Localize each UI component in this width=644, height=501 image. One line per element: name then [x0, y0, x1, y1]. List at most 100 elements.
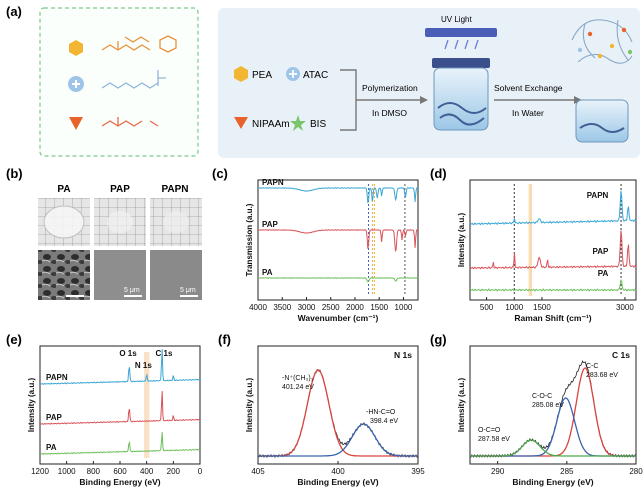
chart-e-series-label-0: PAPN [46, 373, 68, 382]
chart-e-series-PAPN [39, 349, 201, 385]
step1-label: Polymerization [362, 83, 418, 93]
panel-e-label: (e) [6, 332, 22, 347]
col-pa: PA [57, 184, 70, 195]
chart-d-tick-label-1: 1000 [505, 303, 523, 312]
chart-g-ann-2-value: 287.58 eV [478, 436, 510, 443]
chart-g-xlabel: Binding Energy (eV) [512, 477, 593, 487]
chart-g-ann-0-value: 283.68 eV [586, 372, 618, 379]
chart-d-ylabel: Intensity (a.u.) [457, 213, 466, 268]
sem-pa [38, 250, 90, 300]
chart-d-highlight [528, 184, 532, 296]
sem-papn [150, 250, 202, 300]
chart-c-series-label-2: PA [262, 268, 273, 277]
hydrogel-network-icon [571, 19, 633, 64]
chart-e-tick-label-3: 600 [113, 467, 127, 476]
legend-nipaam: NIPAAm [252, 119, 290, 130]
chart-e-tick-label-0: 1200 [31, 467, 49, 476]
chart-e-tick-label-1: 1000 [58, 467, 76, 476]
chart-d-series-PAP [469, 230, 637, 270]
uv-lamp-icon [425, 28, 497, 37]
scale-bar-pap: 5 μm [124, 287, 140, 294]
chart-d-series-label-1: PAP [592, 247, 609, 256]
hexagon-icon [69, 40, 83, 56]
jar-lid-icon [432, 58, 490, 68]
chart-f-peak-1 [258, 369, 418, 457]
legend-pea: PEA [252, 70, 272, 81]
chart-d-series-PAPN [469, 190, 637, 226]
chart-c-series-PAPN [257, 187, 419, 204]
chart-g-tick-label-1: 285 [560, 467, 574, 476]
chart-d-series-label-0: PAPN [587, 191, 609, 200]
chart-d-tick-label-3: 3000 [616, 303, 634, 312]
chart-g-ann-1-label: C-O-C [532, 393, 552, 400]
chart-c-series-PA [257, 277, 419, 283]
chart-f-frame [257, 345, 419, 465]
chart-e: 1200 1000 800 600 400 200 0 Binding Energy (eV)… [27, 345, 203, 487]
chart-d-series-label-2: PA [598, 269, 609, 278]
chart-e-series-label-1: PAP [46, 413, 63, 422]
nipaam-icon [234, 117, 248, 129]
chart-e-series-PAP [39, 391, 201, 425]
chart-e-series-PA [39, 432, 201, 455]
chart-f-tick-label-0: 405 [251, 467, 265, 476]
panel-g-label: (g) [430, 332, 447, 347]
col-pap: PAP [110, 184, 130, 195]
chart-c-tick-label-6: 1000 [395, 303, 413, 312]
chart-d-tick-label-0: 500 [480, 303, 494, 312]
chart-e-tick-label-5: 200 [167, 467, 181, 476]
chart-c: 4000 3500 3000 2500 2000 1500 1000 Wavenumber (… [245, 178, 419, 323]
reagent-group [232, 42, 348, 138]
pea-icon [234, 66, 248, 82]
chart-c-series-PAP [257, 229, 419, 252]
chart-f-tick-label-1: 400 [331, 467, 345, 476]
chart-g-tick-label-0: 290 [491, 467, 505, 476]
chart-e-ylabel: Intensity (a.u.) [27, 378, 36, 433]
monomer-box [39, 7, 199, 157]
chart-f-xlabel: Binding Energy (eV) [297, 477, 378, 487]
chart-f-ann-1-label: -HN-C=O [366, 409, 396, 416]
chart-c-tick-label-1: 3500 [273, 303, 291, 312]
chart-d-tick-label-2: 1500 [533, 303, 551, 312]
step2-label: Solvent Exchange [494, 83, 563, 93]
chart-e-frame [39, 345, 201, 465]
triangle-icon [69, 117, 83, 130]
col-papn: PAPN [161, 184, 188, 195]
nipaam-structure [101, 117, 159, 127]
chart-d-series-PA [469, 279, 637, 292]
legend-bis: BIS [310, 119, 326, 130]
chart-g-peak-2 [470, 439, 636, 457]
chart-g-frame [469, 345, 637, 465]
panel-d-label: (d) [430, 166, 447, 181]
atac-structure [101, 70, 166, 89]
chart-e-highlight [144, 352, 150, 458]
chart-g-title: C 1s [612, 350, 630, 360]
chart-d-frame [469, 179, 637, 301]
panel-a: (a) PEA ATAC NIPAAm BIS Polymerization I… [6, 4, 640, 158]
chart-c-tick-label-3: 2500 [322, 303, 340, 312]
chart-e-peak-label-2: C 1s [156, 349, 173, 358]
chart-c-series-label-1: PAP [262, 220, 279, 229]
chart-d: 500 1000 1500 3000 Raman Shift (cm⁻¹) Intensi… [457, 179, 637, 323]
chart-c-tick-label-5: 1500 [370, 303, 388, 312]
chart-f-title: N 1s [394, 350, 412, 360]
chart-d-xlabel: Raman Shift (cm⁻¹) [514, 313, 591, 323]
chart-g-ann-2-label: O-C=O [478, 427, 501, 434]
chart-f: 405 400 395 Binding Energy (eV) Intensity (a… [245, 345, 425, 487]
chart-c-series-label-0: PAPN [262, 178, 284, 187]
chart-e-peak-label-0: O 1s [119, 349, 137, 358]
bis-icon [290, 115, 306, 131]
chart-c-tick-label-0: 4000 [249, 303, 267, 312]
chart-g: 290 285 280 Binding Energy (eV) Intensity (a… [457, 345, 643, 487]
legend-atac: ATAC [303, 70, 328, 81]
pea-structure [101, 36, 151, 51]
panel-c-label: (c) [212, 166, 228, 181]
chart-c-xlabel: Wavenumber (cm⁻¹) [298, 313, 379, 323]
chart-c-frame [257, 179, 419, 301]
chart-g-ylabel: Intensity (a.u.) [457, 378, 466, 433]
bracket-arrow [340, 69, 420, 131]
chart-f-ann-1-value: 398.4 eV [370, 418, 398, 425]
chart-e-tick-label-2: 800 [87, 467, 101, 476]
chart-e-tick-label-6: 0 [198, 467, 203, 476]
